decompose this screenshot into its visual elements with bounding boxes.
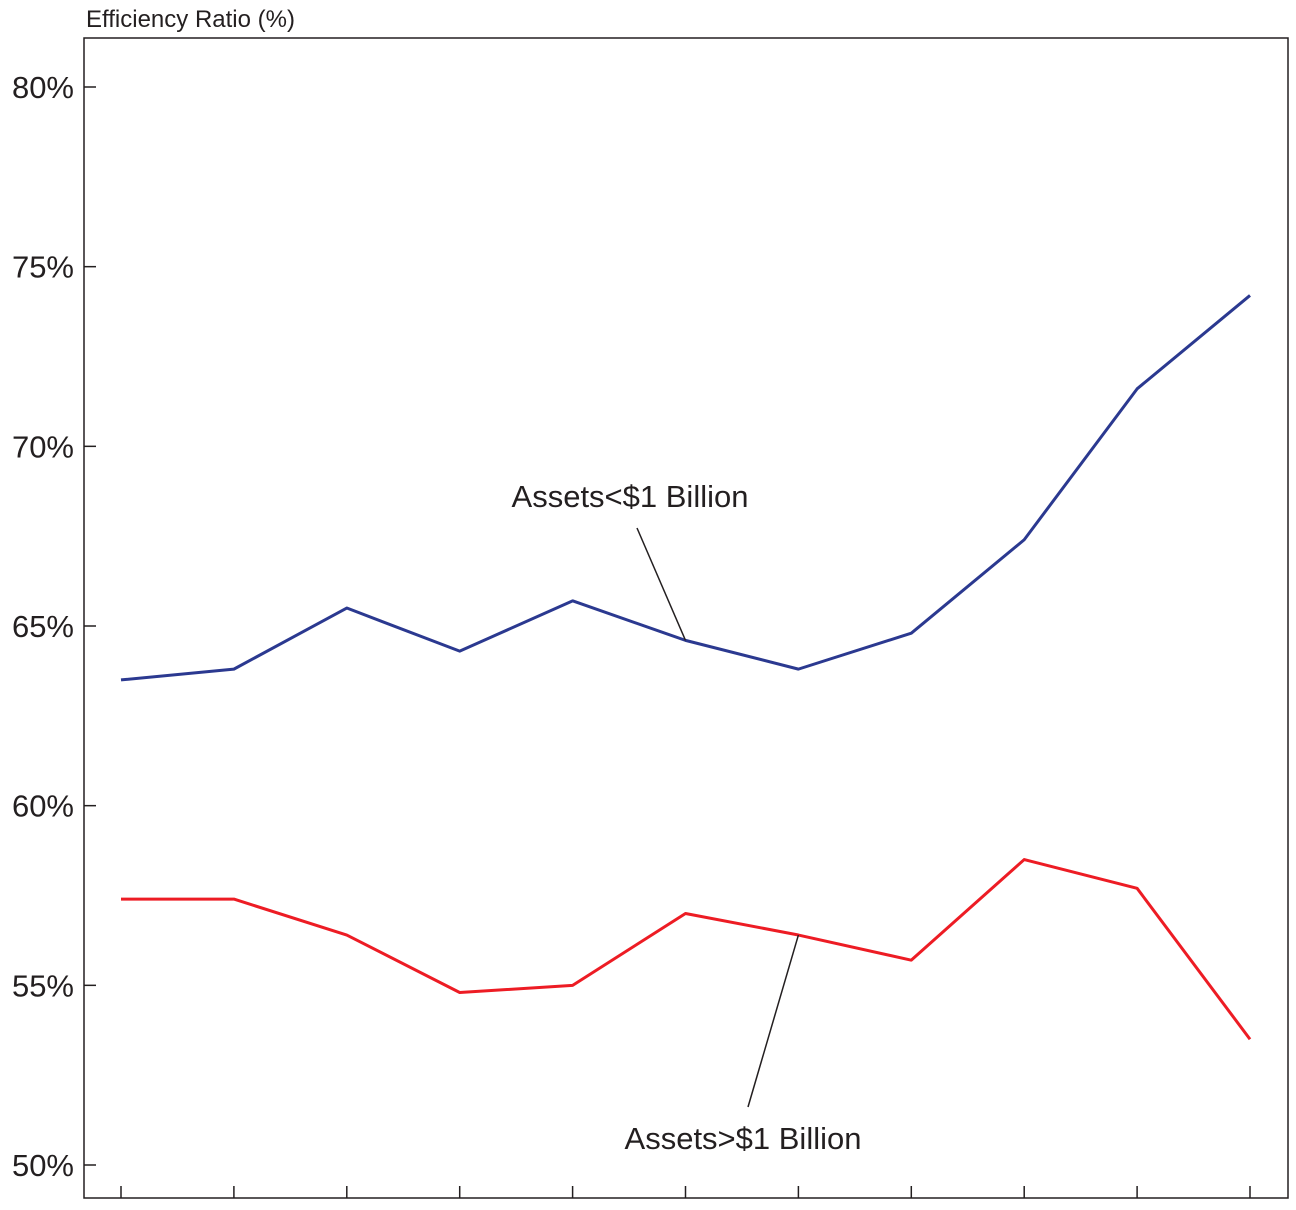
annotation-label-large: Assets>$1 Billion	[625, 1121, 862, 1156]
series-lines	[120, 294, 1252, 1041]
y-tick-label: 80%	[12, 70, 74, 105]
y-tick-label: 50%	[12, 1148, 74, 1183]
x-axis	[120, 1186, 1251, 1198]
annotation-leader-small	[636, 527, 687, 641]
y-axis: 50% 55% 60% 65% 70% 75% 80%	[12, 70, 96, 1183]
annotation-leader-large	[747, 934, 800, 1108]
series-line-large	[121, 858, 1252, 1041]
annotations: Assets<$1 Billion Assets>$1 Billion	[512, 479, 862, 1156]
y-tick-label: 60%	[12, 789, 74, 824]
y-tick-label: 75%	[12, 250, 74, 285]
y-tick-label: 65%	[12, 609, 74, 644]
plot-frame	[83, 37, 1289, 1199]
y-tick-label: 70%	[12, 429, 74, 464]
y-tick-label: 55%	[12, 968, 74, 1003]
annotation-label-small: Assets<$1 Billion	[512, 479, 749, 514]
y-axis-label: Efficiency Ratio (%)	[86, 6, 295, 33]
